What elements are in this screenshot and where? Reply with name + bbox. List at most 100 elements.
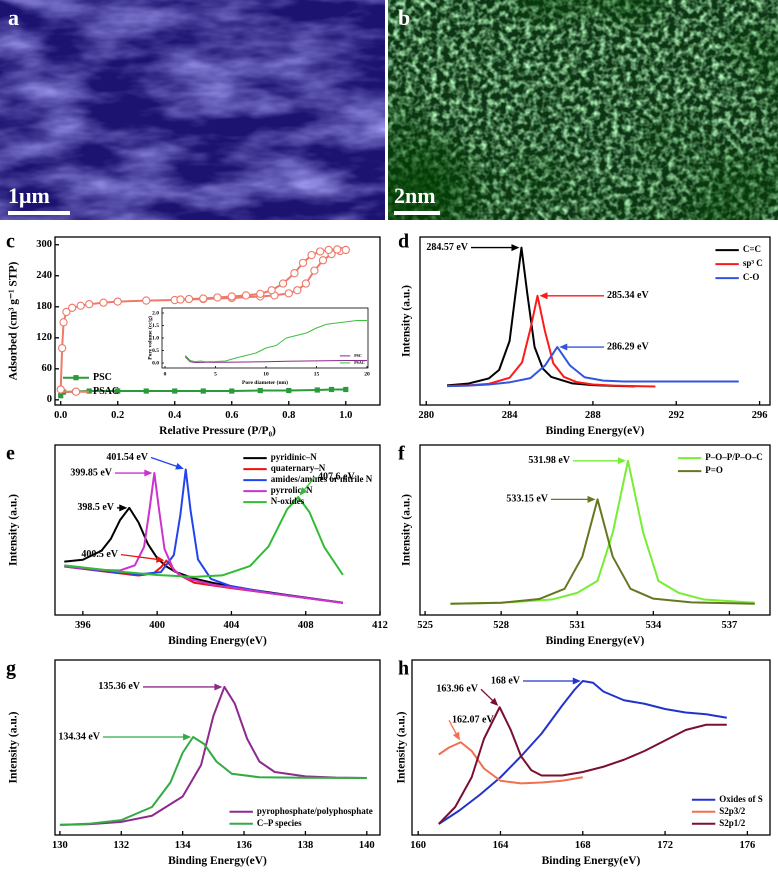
legend-label: sp³ C [743, 258, 763, 268]
y-tick-label: 240 [36, 270, 52, 281]
annotation-arrow [120, 553, 159, 561]
annotation: 285.34 eV [607, 290, 649, 301]
panel-label: f [398, 443, 405, 465]
data-point [142, 296, 151, 305]
panel-label: a [8, 5, 19, 30]
legend: pyrophosphate/polyphosphate C–P species [229, 806, 373, 828]
y-tick-label: 180 [36, 301, 52, 312]
x-tick-label: 140 [359, 840, 375, 851]
x-tick-label: 0.0 [54, 410, 67, 421]
x-tick-label: 20 [364, 372, 370, 378]
data-point [199, 294, 208, 303]
data-point [67, 303, 77, 312]
x-tick-label: 534 [645, 620, 662, 631]
annotation-arrowhead [572, 677, 581, 685]
data-point [318, 256, 328, 265]
annotation: 407.6 eV [318, 471, 355, 482]
x-tick-label: 15 [314, 372, 320, 378]
data-point [57, 343, 67, 353]
panel-label: e [6, 443, 15, 465]
data-point [256, 289, 265, 299]
annotation: 163.96 eV [436, 684, 478, 695]
series-line [450, 498, 755, 605]
legend-label: Oxides of S [719, 794, 763, 804]
data-point [278, 279, 288, 288]
series-line [438, 680, 727, 825]
x-tick-label: 0.8 [282, 410, 295, 421]
data-point [324, 245, 333, 255]
data-point [293, 286, 302, 295]
annotation-arrowhead [511, 244, 520, 252]
legend: P–O–P/P–O–C P=O [677, 452, 763, 475]
annotation: 135.36 eV [98, 681, 140, 692]
x-tick-label: 400 [149, 620, 165, 631]
data-point [184, 294, 194, 304]
legend-marker [73, 375, 79, 381]
series-group [450, 459, 755, 605]
legend: PSC PSAC [339, 353, 365, 365]
data-point [86, 388, 92, 394]
image-a-texture [0, 0, 385, 220]
annotation-arrowhead [156, 555, 165, 563]
legend-label: PSC [93, 372, 112, 383]
x-tick-label: 0.2 [111, 410, 124, 421]
legend-label: PSC [354, 353, 362, 358]
y-tick-label: 1.0 [152, 335, 159, 341]
data-point [290, 269, 299, 278]
annotation-arrow [302, 476, 316, 492]
x-tick-label: 525 [417, 620, 433, 631]
legend-label: S2p3/2 [719, 806, 746, 816]
data-point [62, 307, 71, 317]
x-tick-label: 284 [502, 410, 519, 421]
annotation-arrowhead [539, 292, 548, 300]
series-group [184, 320, 367, 363]
annotation: 531.98 eV [528, 455, 570, 466]
x-tick-label: 528 [493, 620, 509, 631]
legend-label: PSAC [93, 386, 119, 397]
y-tick-label: 2.0 [152, 310, 159, 316]
y-tick-label: 0 [47, 394, 52, 405]
x-tick-label: 130 [52, 840, 68, 851]
annotation-arrowhead [490, 697, 499, 706]
x-axis-label: Relative Pressure (P/P₀) [159, 425, 276, 437]
data-point [307, 250, 316, 260]
y-tick-label: 0.5 [152, 348, 159, 354]
x-axis-label: Pore diameter (nm) [242, 379, 288, 386]
scale-bar-label: 2nm [394, 183, 436, 208]
y-axis-label: Pore volume (cc/g) [146, 316, 153, 360]
annotation: 400.5 eV [81, 549, 118, 560]
chart-panel: 160 164 168 172 176 Binding Energy(eV) Intensi… [396, 658, 771, 867]
y-tick-label: 300 [36, 239, 52, 250]
legend-label: pyrrolic–N [271, 485, 313, 495]
x-tick-label: 292 [668, 410, 684, 421]
y-tick-label: 0.0 [152, 360, 159, 366]
series-group [438, 680, 727, 825]
image-b-shading [388, 0, 778, 220]
annotation: 284.57 eV [426, 242, 468, 253]
x-tick-label: 164 [493, 840, 510, 851]
annotation-arrowhead [175, 462, 184, 470]
series-line [438, 741, 583, 785]
x-axis-label: Binding Energy(eV) [168, 635, 267, 647]
x-tick-label: 132 [113, 840, 129, 851]
x-tick-label: 138 [298, 840, 314, 851]
annotation-arrow [480, 688, 495, 703]
annotation: 398.5 eV [77, 502, 114, 513]
x-axis-label: Binding Energy(eV) [168, 855, 267, 867]
data-point [241, 291, 251, 300]
legend-label: C–P species [257, 818, 302, 828]
panel-label: b [398, 5, 410, 30]
x-tick-label: 168 [575, 840, 591, 851]
series-line [64, 496, 344, 578]
y-tick-label: 60 [42, 363, 53, 374]
panel-label: h [398, 658, 409, 680]
series-group [446, 246, 739, 388]
plot-frame [419, 444, 771, 616]
x-tick-label: 0.4 [168, 410, 182, 421]
y-axis-label: Intensity (a.u.) [8, 711, 20, 783]
x-tick-label: 288 [585, 410, 601, 421]
x-tick-label: 280 [418, 410, 434, 421]
legend-label: PSAC [354, 360, 365, 365]
